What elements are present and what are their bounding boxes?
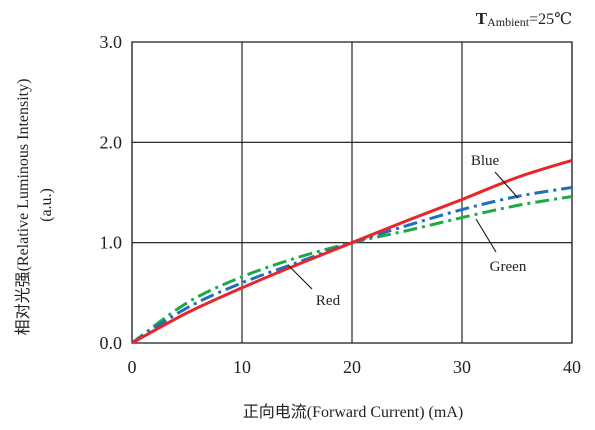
x-axis-title: 正向电流(Forward Current) (mA) [243, 403, 463, 421]
ambient-annotation: TAmbient=25℃ [476, 9, 572, 29]
grid [131, 41, 573, 344]
y-tick-label: 1.0 [100, 233, 123, 253]
series-label-green: Green [490, 259, 527, 275]
plot-frame [131, 41, 573, 344]
series-label-blue: Blue [471, 153, 500, 169]
blue-leader-line [494, 171, 519, 199]
series-label-red: Red [316, 293, 341, 309]
y-axis-title: 相对光强(Relative Luminous Intensity) (a.u.) [14, 75, 55, 336]
x-tick-label: 40 [563, 357, 581, 377]
x-tick-label: 10 [233, 357, 251, 377]
x-tick-label: 0 [128, 357, 137, 377]
tick-labels: 0 10 20 30 40 0.0 1.0 2.0 3.0 [100, 32, 582, 377]
y-tick-label: 0.0 [100, 333, 123, 353]
x-tick-label: 30 [453, 357, 471, 377]
y-axis-title-line2: (a.u.) [38, 188, 55, 222]
y-tick-label: 2.0 [100, 132, 123, 152]
series-label-blue-group: Blue [471, 153, 519, 199]
y-tick-label: 3.0 [100, 32, 123, 52]
y-axis-title-line1: 相对光强(Relative Luminous Intensity) [14, 79, 32, 336]
series-label-green-group: Green [475, 218, 527, 275]
red-leader-line [287, 264, 313, 290]
series-lines [131, 158, 573, 345]
green-leader-line [475, 218, 497, 253]
ambient-annotation-prefix: T [476, 9, 488, 28]
series-label-red-group: Red [287, 264, 341, 309]
x-tick-label: 20 [343, 357, 361, 377]
ambient-annotation-sub: Ambient [487, 15, 530, 29]
ambient-annotation-suffix: =25℃ [529, 11, 572, 28]
series-line-red [131, 158, 573, 345]
